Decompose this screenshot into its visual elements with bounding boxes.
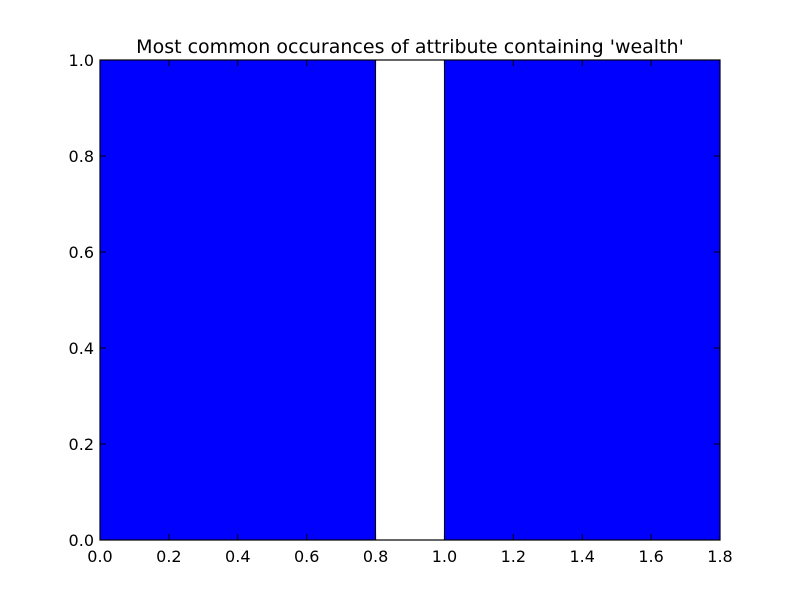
axes-frame (99, 59, 721, 541)
x-tick-label-9: 1.8 (707, 547, 732, 566)
bars-layer (99, 59, 721, 541)
x-tick-label-7: 1.4 (569, 547, 594, 566)
x-tick-label-0: 0.0 (87, 547, 112, 566)
bar-1 (443, 59, 721, 541)
chart-title: Most common occurances of attribute cont… (136, 36, 684, 58)
ticks-layer: 0.0 0.2 0.4 0.6 0.8 1.0 1.2 1.4 1.6 1.8 0.0 0.2 0.4 0… (69, 51, 733, 566)
x-tick-label-5: 1.0 (432, 547, 457, 566)
x-tick-label-2: 0.4 (225, 547, 250, 566)
y-tick-label-2: 0.4 (69, 339, 94, 358)
y-tick-label-5: 1.0 (69, 51, 94, 70)
x-tick-label-8: 1.6 (638, 547, 663, 566)
x-tick-label-3: 0.6 (294, 547, 319, 566)
bar-0 (99, 59, 377, 541)
x-tick-label-1: 0.2 (156, 547, 181, 566)
x-tick-label-6: 1.2 (501, 547, 526, 566)
y-tick-label-3: 0.6 (69, 243, 94, 262)
y-tick-label-1: 0.2 (69, 435, 94, 454)
y-tick-label-0: 0.0 (69, 531, 94, 550)
y-tick-label-4: 0.8 (69, 147, 94, 166)
x-tick-label-4: 0.8 (363, 547, 388, 566)
